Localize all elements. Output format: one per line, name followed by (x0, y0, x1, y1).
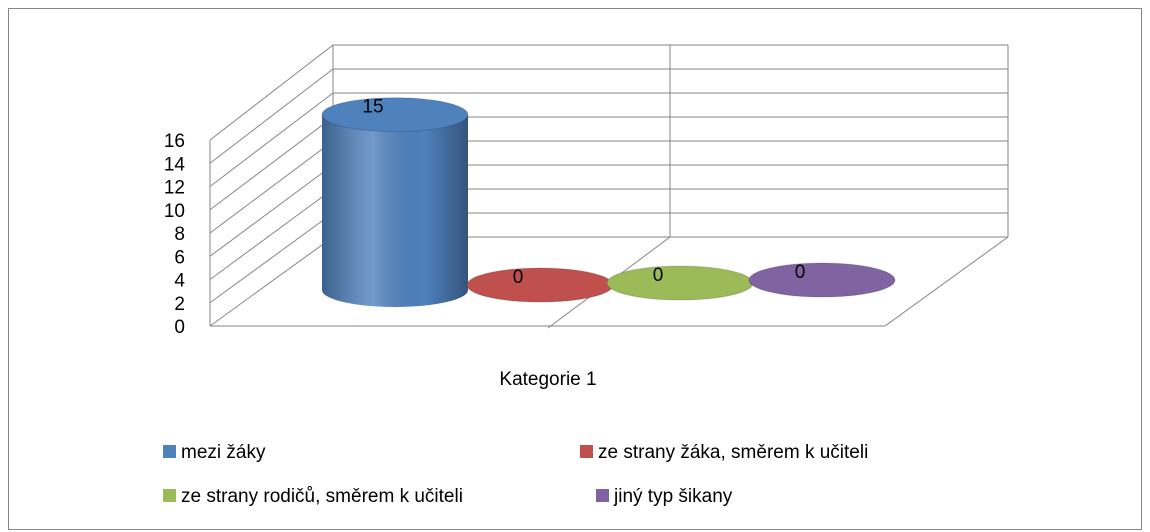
grid-line (209, 236, 334, 327)
chart-frame (8, 8, 1142, 530)
bar-top (606, 265, 754, 301)
legend-swatch (580, 445, 593, 458)
y-tick-label: 12 (164, 178, 185, 199)
bar-top (466, 267, 614, 303)
x-tick-label: Kategorie 1 (499, 369, 596, 390)
legend-swatch (163, 489, 176, 502)
y-tick-label: 0 (174, 317, 185, 338)
grid-line (209, 188, 334, 280)
legend-label: ze strany rodičů, směrem k učiteli (181, 486, 463, 507)
y-tick-label: 14 (164, 154, 186, 175)
bar-shade (322, 114, 468, 307)
grid-line (209, 44, 334, 141)
data-label: 0 (513, 267, 524, 288)
legend-label: ze strany žáka, směrem k učiteli (598, 442, 868, 463)
grid-line (209, 212, 334, 304)
y-tick-label: 6 (174, 247, 185, 268)
legend-label: jiný typ šikany (613, 486, 733, 507)
y-tick-label: 8 (174, 224, 185, 245)
y-tick-label: 10 (164, 201, 185, 222)
y-tick-label: 4 (174, 271, 185, 292)
legend-label: mezi žáky (181, 442, 266, 463)
data-label: 15 (362, 97, 383, 118)
grid-line (209, 140, 334, 234)
bar-top (321, 97, 469, 133)
data-label: 0 (653, 265, 664, 286)
grid-line (209, 164, 334, 257)
grid-line (209, 68, 334, 164)
data-label: 0 (795, 262, 806, 283)
y-tick-label: 16 (164, 131, 185, 152)
y-tick-label: 2 (174, 294, 185, 315)
grid-line (209, 116, 334, 211)
grid-line (209, 92, 334, 187)
bar-top (748, 262, 896, 298)
legend-swatch (163, 445, 176, 458)
legend-swatch (596, 489, 609, 502)
